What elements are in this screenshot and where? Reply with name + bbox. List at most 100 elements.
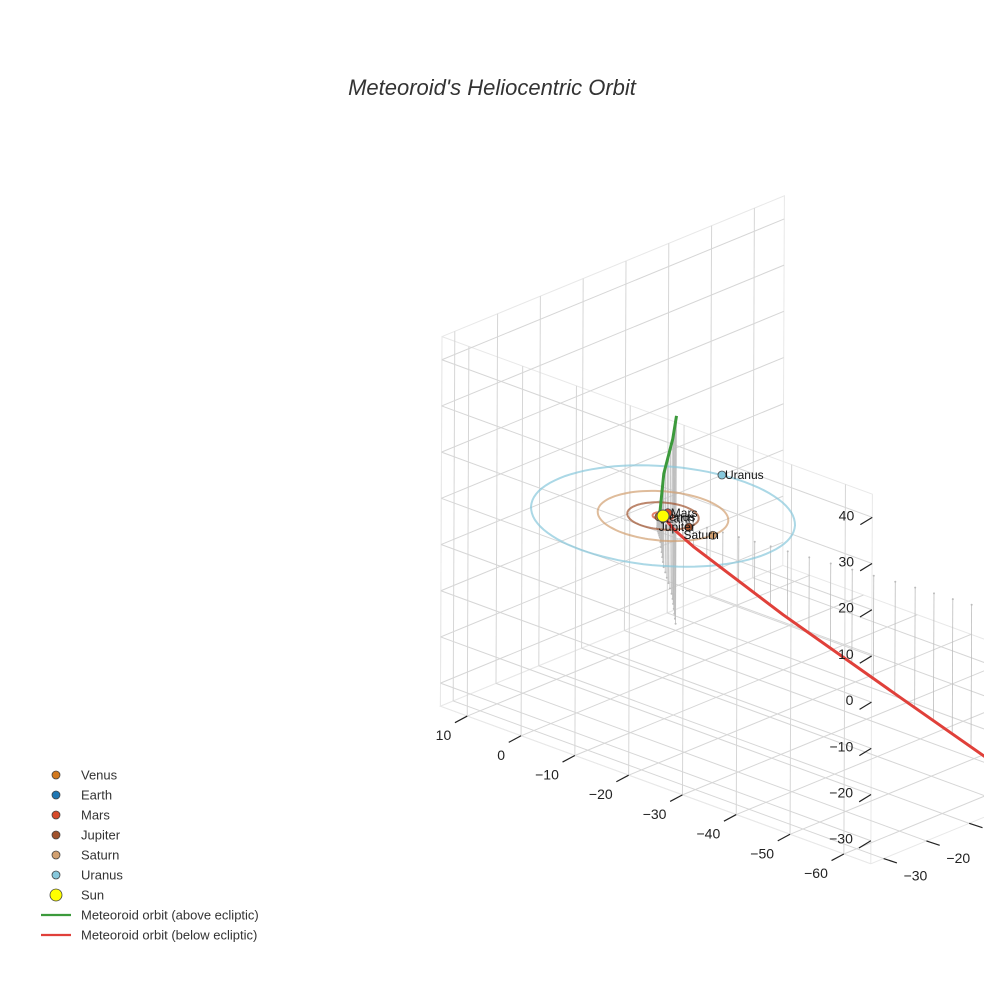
legend-item-venus: Venus xyxy=(51,768,118,783)
z-tick-label: −30 xyxy=(829,831,853,847)
y-tick-mark xyxy=(926,840,940,846)
legend-item-uranus: Uranus xyxy=(51,868,123,883)
grid-line-y xyxy=(667,612,984,730)
z-tick-mark xyxy=(858,794,872,803)
grid-line-z xyxy=(440,541,784,684)
z-tick-label: −20 xyxy=(829,785,853,801)
drop-point xyxy=(851,568,854,571)
grid-line-y xyxy=(624,630,984,763)
legend-marker xyxy=(51,790,61,800)
grid-line-x xyxy=(628,405,631,776)
grid-line-y xyxy=(453,700,884,860)
y-tick-mark xyxy=(969,822,983,829)
drop-line xyxy=(951,599,954,734)
grid-line-z xyxy=(440,682,872,842)
grid-line-z xyxy=(441,310,785,453)
x-tick-label: 10 xyxy=(436,727,452,743)
x-tick-label: −30 xyxy=(643,806,667,822)
drop-point xyxy=(685,521,688,524)
drop-point xyxy=(970,603,973,606)
legend-label: Earth xyxy=(81,788,112,803)
x-tick-label: −50 xyxy=(750,845,774,861)
grid-line-y xyxy=(495,682,927,842)
chart-title: Meteoroid's Heliocentric Orbit xyxy=(348,75,637,100)
drop-point xyxy=(721,531,724,534)
x-tick-mark xyxy=(508,735,522,743)
sun-marker xyxy=(656,509,670,523)
drop-line xyxy=(914,587,916,708)
grid-line-y xyxy=(495,313,499,684)
drop-point xyxy=(894,580,897,583)
z-tick-label: 10 xyxy=(838,646,854,662)
legend-marker xyxy=(51,870,61,880)
grid-line-z xyxy=(440,403,784,545)
drop-point xyxy=(681,520,684,523)
grid-line-z xyxy=(441,497,872,657)
grid-layer xyxy=(439,195,984,865)
drop-line xyxy=(970,604,973,748)
legend-item-saturn: Saturn xyxy=(51,848,119,863)
z-tick-label: 20 xyxy=(838,600,854,616)
drop-point xyxy=(753,540,756,543)
z-tick-mark xyxy=(859,655,872,664)
grid-line-x xyxy=(520,366,524,736)
z-tick-label: −10 xyxy=(830,738,854,754)
grid-line-z xyxy=(440,590,872,749)
drop-point xyxy=(668,587,671,590)
drop-point xyxy=(670,592,673,595)
x-tick-mark xyxy=(831,853,845,862)
legend-marker xyxy=(51,770,61,780)
legend-label: Jupiter xyxy=(81,828,121,843)
grid-line-y xyxy=(538,665,970,824)
drop-point xyxy=(677,519,680,522)
drop-point xyxy=(808,556,811,559)
orbit-uranus xyxy=(529,464,797,568)
planet-jupiter xyxy=(684,522,694,532)
drop-line xyxy=(673,428,675,609)
y-tick-label: −20 xyxy=(946,850,970,866)
meteoroid-orbits-layer xyxy=(655,415,984,758)
z-tick-label: 30 xyxy=(838,554,854,570)
grid-line-x xyxy=(574,614,918,756)
grid-line-y xyxy=(623,260,627,631)
legend-marker xyxy=(51,810,61,820)
legend-item-jupiter: Jupiter xyxy=(51,828,121,843)
grid-line-x xyxy=(574,385,577,756)
z-tick-mark xyxy=(858,840,872,849)
grid-line-x xyxy=(736,712,984,816)
grid-line-y xyxy=(538,296,541,666)
x-tick-mark xyxy=(669,794,683,802)
x-tick-label: −40 xyxy=(697,826,721,842)
grid-line-z xyxy=(441,405,873,564)
planet-label-saturn: Saturn xyxy=(683,528,718,542)
legend-item-earth: Earth xyxy=(51,788,112,803)
grid-line-y xyxy=(581,278,584,649)
legend-label: Venus xyxy=(81,768,118,783)
planet-label-jupiter: Jupiter xyxy=(659,520,695,534)
drop-point xyxy=(932,592,935,595)
x-tick-mark xyxy=(616,774,629,783)
z-tick-mark xyxy=(859,747,872,757)
grid-line-x xyxy=(681,425,685,795)
grid-line-x xyxy=(520,594,864,737)
grid-line-z xyxy=(441,357,784,499)
grid-line-y xyxy=(752,577,984,663)
x-tick-mark xyxy=(777,833,791,842)
grid-line-z xyxy=(441,451,873,611)
grid-line-x xyxy=(735,444,739,815)
grid-line-x xyxy=(466,346,470,717)
grid-line-x xyxy=(843,795,984,855)
z-tick-mark xyxy=(859,609,873,618)
x-tick-mark xyxy=(723,814,737,822)
grid-line-y xyxy=(581,647,984,797)
x-tick-label: 0 xyxy=(497,747,505,763)
z-tick-label: 40 xyxy=(839,507,855,523)
grid-line-z xyxy=(441,264,785,407)
x-tick-label: −60 xyxy=(804,865,828,881)
drop-line xyxy=(673,424,676,614)
grid-line-x xyxy=(789,753,984,835)
planet-label-uranus: Uranus xyxy=(725,468,764,482)
legend-marker xyxy=(49,888,63,902)
grid-line-y xyxy=(709,594,984,697)
